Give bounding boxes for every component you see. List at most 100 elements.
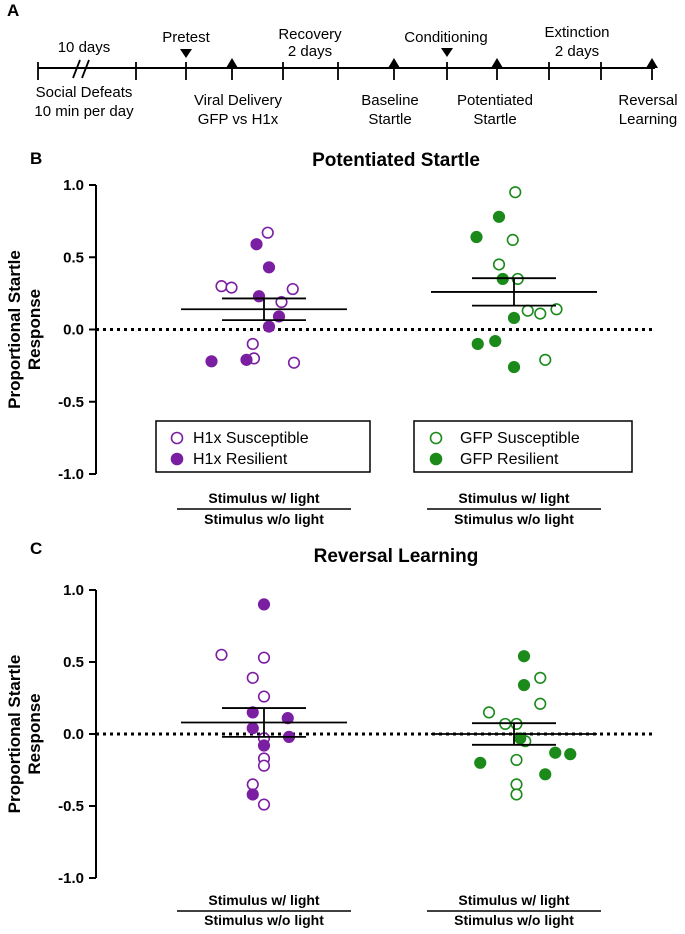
h1x-resilient-point: [250, 238, 263, 251]
category-label-numerator: Stimulus w/ light: [208, 892, 320, 908]
legend-gfp-box: [413, 420, 633, 473]
gfp-susceptible-point: [510, 778, 523, 791]
h1x-susceptible-point: [246, 671, 259, 684]
label-reversal-learning: Learning: [619, 111, 677, 128]
h1x-resilient-point: [262, 320, 276, 333]
category-label-numerator: Stimulus w/ light: [458, 490, 570, 506]
h1x-susceptible-point: [257, 759, 271, 772]
gfp-susceptible-point: [510, 753, 523, 767]
label-recovery-days: 2 days: [288, 43, 332, 60]
gfp-resilient-point: [539, 768, 552, 781]
category-label-denominator: Stimulus w/o light: [454, 511, 574, 527]
h1x-susceptible-point: [246, 337, 259, 351]
gfp-resilient-point: [564, 748, 577, 761]
h1x-susceptible-point: [257, 651, 271, 664]
gfp-susceptible-point: [539, 353, 552, 366]
legend-h1x-resilient-marker: [170, 452, 184, 466]
reversal-learning-chart: Reversal Learning 1.0 0.5 0.0 -0.5 -1.0 Propor…: [5, 546, 656, 928]
gfp-resilient-point: [507, 311, 521, 325]
chart-title: Potentiated Startle: [312, 150, 480, 171]
label-extinction: Extinction: [544, 24, 609, 41]
y-tick-label: 0.5: [63, 249, 84, 266]
legend-h1x-box: [155, 420, 371, 473]
y-axis-label: Proportional Startle: [5, 655, 24, 814]
y-tick-label: -1.0: [58, 870, 84, 887]
gfp-resilient-point: [514, 732, 527, 745]
gfp-resilient-point: [474, 756, 487, 769]
legend-gfp: GFP Susceptible GFP Resilient: [413, 420, 633, 473]
conditioning-marker-icon: [441, 48, 453, 57]
label-social-defeats: Social Defeats: [36, 84, 133, 101]
y-tick-label: 0.5: [63, 654, 84, 671]
pretest-marker-icon: [180, 49, 192, 58]
gfp-resilient-point: [507, 360, 521, 374]
h1x-resilient-point: [205, 355, 218, 368]
h1x-susceptible-point: [261, 226, 274, 239]
h1x-susceptible-point: [225, 281, 238, 294]
legend-h1x-resilient-label: H1x Resilient: [193, 451, 288, 468]
baseline-marker-icon: [388, 58, 400, 68]
h1x-susceptible-point: [287, 356, 301, 369]
gfp-susceptible-point: [506, 233, 519, 247]
h1x-susceptible-point: [286, 282, 299, 296]
category-label-numerator: Stimulus w/ light: [208, 490, 320, 506]
timeline-ticks: [37, 62, 653, 80]
legend-gfp-resilient-label: GFP Resilient: [460, 451, 559, 468]
h1x-resilient-point: [257, 598, 271, 611]
gfp-susceptible-point: [534, 307, 547, 320]
y-tick-label: 0.0: [63, 726, 84, 743]
label-potentiated-startle: Startle: [473, 111, 516, 128]
gfp-resilient-point: [470, 230, 483, 244]
gfp-resilient-point: [549, 746, 562, 759]
label-reversal: Reversal: [618, 92, 677, 109]
label-viral-groups: GFP vs H1x: [198, 111, 279, 128]
gfp-resilient-point: [489, 334, 502, 348]
reversal-marker-icon: [646, 58, 658, 68]
h1x-resilient-point: [281, 712, 294, 725]
gfp-susceptible-point: [509, 186, 522, 199]
label-potentiated: Potentiated: [457, 92, 533, 109]
h1x-susceptible-point: [215, 648, 228, 661]
category-label-denominator: Stimulus w/o light: [454, 912, 574, 928]
legend-gfp-susceptible-marker: [429, 431, 443, 445]
h1x-susceptible-point: [257, 798, 271, 811]
gfp-susceptible-point: [550, 303, 563, 316]
y-tick-label: 1.0: [63, 177, 84, 194]
potentiated-marker-icon: [491, 58, 503, 68]
panel-letter-a: A: [7, 1, 19, 20]
timeline-break-mark: [72, 59, 90, 79]
h1x-susceptible-point: [275, 295, 288, 309]
y-tick-label: -0.5: [58, 798, 84, 815]
legend-h1x-susceptible-label: H1x Susceptible: [193, 430, 309, 447]
label-recovery: Recovery: [278, 26, 342, 43]
y-axis-label: Response: [25, 693, 44, 774]
panel-letter-c: C: [30, 539, 42, 558]
gfp-resilient-point: [471, 337, 484, 351]
h1x-resilient-point: [252, 290, 266, 303]
label-extinction-days: 2 days: [555, 43, 599, 60]
timeline: 10 days Pretest Recovery 2 days Conditio…: [34, 24, 677, 128]
gfp-resilient-point: [517, 650, 531, 663]
gfp-susceptible-point: [482, 706, 496, 719]
h1x-susceptible-point: [215, 280, 228, 293]
h1x-susceptible-point: [246, 778, 259, 791]
legend-gfp-susceptible-label: GFP Susceptible: [460, 430, 580, 447]
gfp-susceptible-point: [534, 697, 547, 710]
label-viral-delivery: Viral Delivery: [194, 92, 283, 109]
y-tick-label: -0.5: [58, 394, 84, 411]
potentiated-startle-chart: Potentiated Startle 1.0 0.5 0.0 -0.5 -1.0 Prop…: [5, 150, 656, 527]
gfp-resilient-point: [492, 210, 506, 223]
h1x-resilient-point: [262, 261, 276, 274]
label-pretest: Pretest: [162, 29, 210, 46]
h1x-resilient-point: [246, 722, 259, 735]
gfp-susceptible-point: [534, 671, 547, 684]
legend-h1x-susceptible-marker: [170, 431, 184, 445]
label-conditioning: Conditioning: [404, 29, 487, 46]
gfp-susceptible-point: [492, 258, 506, 271]
gfp-susceptible-point: [521, 304, 534, 317]
y-tick-label: -1.0: [58, 466, 84, 483]
h1x-resilient-point: [257, 739, 271, 752]
panel-letter-b: B: [30, 149, 42, 168]
legend-gfp-resilient-marker: [429, 452, 443, 466]
